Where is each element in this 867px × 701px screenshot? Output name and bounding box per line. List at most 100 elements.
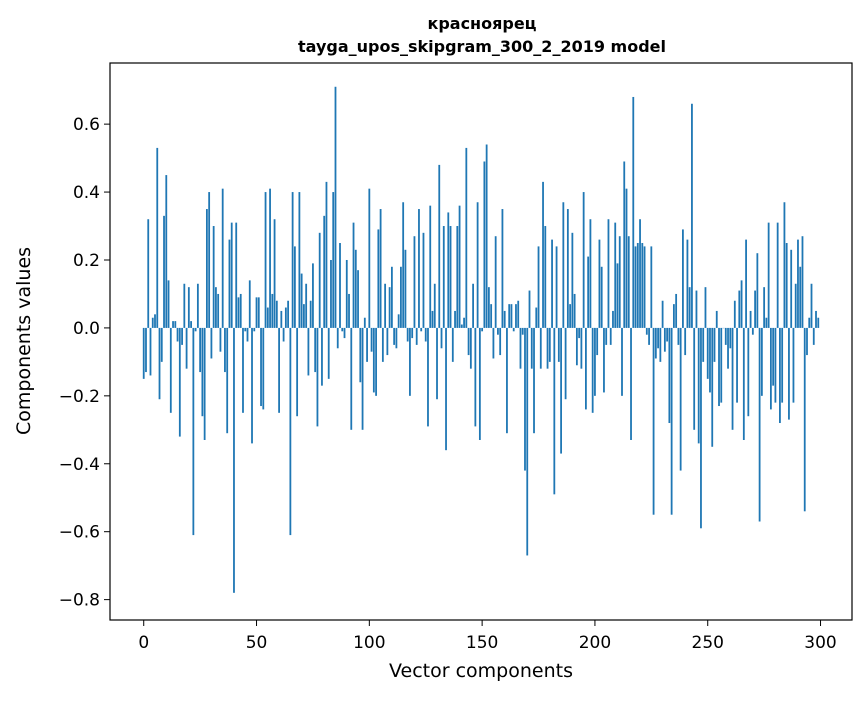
bar [384, 284, 386, 328]
bar [560, 328, 562, 454]
bar [174, 321, 176, 328]
bar [276, 301, 278, 328]
bar [524, 328, 526, 471]
bar [226, 328, 228, 433]
bar [459, 206, 461, 328]
bar [258, 297, 260, 328]
bar [490, 304, 492, 328]
bar [725, 328, 727, 345]
bar [213, 226, 215, 328]
bar [330, 260, 332, 328]
bar [745, 240, 747, 328]
bar [244, 328, 246, 331]
bar [159, 328, 161, 399]
bar [576, 328, 578, 365]
bar [714, 328, 716, 362]
x-tick-label: 150 [466, 633, 498, 653]
x-tick-label: 300 [804, 633, 836, 653]
bar [754, 291, 756, 328]
bar [520, 328, 522, 369]
bar [770, 328, 772, 410]
bar [154, 314, 156, 328]
bar [289, 328, 291, 535]
bar [736, 328, 738, 403]
bar [319, 233, 321, 328]
bar [377, 229, 379, 327]
bar [373, 328, 375, 393]
bar [407, 328, 409, 342]
bar [495, 236, 497, 328]
bar [359, 328, 361, 382]
bar [486, 145, 488, 328]
bar [278, 328, 280, 413]
bar [220, 328, 222, 352]
bar [804, 328, 806, 511]
bar [544, 226, 546, 328]
bar [499, 328, 501, 355]
bar [533, 328, 535, 433]
bar [425, 328, 427, 342]
bar [292, 192, 294, 328]
bar [734, 301, 736, 328]
bar [204, 328, 206, 440]
bar [305, 284, 307, 328]
bar [382, 328, 384, 362]
bar [481, 328, 483, 331]
bar [709, 328, 711, 393]
bar [646, 328, 648, 335]
bar [522, 328, 524, 335]
bar [511, 304, 513, 328]
bar [680, 328, 682, 471]
bar [632, 97, 634, 328]
bar [238, 297, 240, 328]
bar [585, 328, 587, 410]
bar [808, 318, 810, 328]
bar [429, 206, 431, 328]
bar [790, 250, 792, 328]
bar [186, 328, 188, 369]
bar [718, 328, 720, 406]
bar [470, 328, 472, 369]
bar [610, 328, 612, 345]
bar [308, 328, 310, 376]
bar [716, 311, 718, 328]
bar [150, 328, 152, 376]
bar [678, 328, 680, 345]
bar [389, 287, 391, 328]
bar [461, 325, 463, 328]
bar [283, 328, 285, 342]
bar [641, 243, 643, 328]
bar [673, 304, 675, 328]
bar [222, 189, 224, 328]
y-tick-label: −0.2 [59, 387, 100, 407]
x-tick-label: 200 [579, 633, 611, 653]
bar [344, 328, 346, 338]
bar [371, 328, 373, 352]
bar [729, 328, 731, 348]
bar [355, 250, 357, 328]
bar [409, 328, 411, 396]
bar [391, 267, 393, 328]
bar [323, 216, 325, 328]
bar [502, 209, 504, 328]
bar [242, 328, 244, 413]
bar [599, 240, 601, 328]
bar [759, 328, 761, 522]
bar [217, 294, 219, 328]
bar [303, 304, 305, 328]
bar [463, 318, 465, 328]
bar [488, 287, 490, 328]
bar [594, 328, 596, 396]
bar [375, 328, 377, 396]
bar [145, 328, 147, 372]
bar [752, 328, 754, 335]
bar [549, 328, 551, 362]
bar [741, 280, 743, 328]
bar [517, 301, 519, 328]
bar [693, 328, 695, 430]
bar [705, 287, 707, 328]
bar [147, 219, 149, 328]
bar [689, 287, 691, 328]
